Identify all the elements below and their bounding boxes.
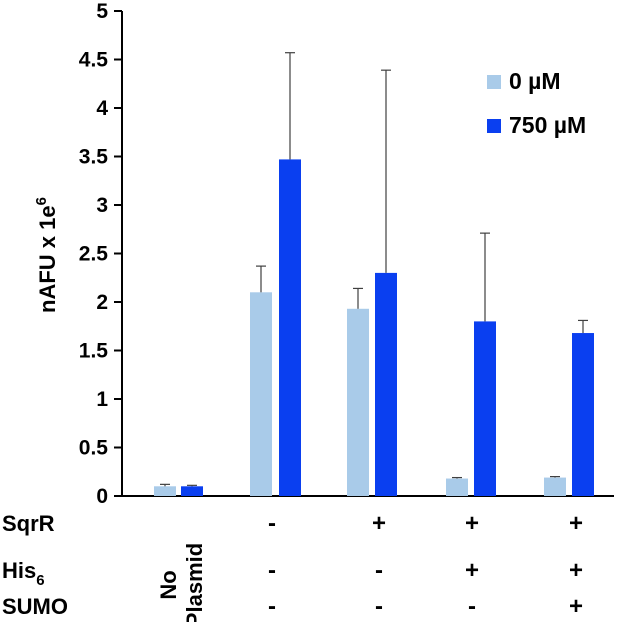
row-2-sign-3: - bbox=[375, 557, 383, 584]
row-1-sign-3: + bbox=[372, 510, 386, 537]
y-axis: 0 0.5 1 1.5 2 2.5 3 3.5 4 4.5 5 bbox=[79, 0, 614, 508]
y-axis-title-main: nAFU x 1e bbox=[35, 205, 60, 313]
condition-rows: SqrR - + + + His6 - - + + SUMO - - - + bbox=[2, 510, 583, 620]
row-1-sign-2: - bbox=[268, 510, 276, 537]
bar-750uM-group-3 bbox=[375, 272, 397, 496]
bar-0uM-group-3 bbox=[347, 308, 369, 496]
bar-0uM-group-4 bbox=[446, 478, 468, 496]
row-label-1: SqrR bbox=[2, 511, 55, 536]
bar-750uM-group-1 bbox=[181, 486, 203, 496]
row-3-sign-5: + bbox=[569, 593, 583, 620]
bar-0uM-group-1 bbox=[154, 486, 176, 496]
legend-swatch-2 bbox=[487, 119, 501, 133]
category-label-no-plasmid: No Plasmid bbox=[156, 543, 207, 622]
row-1-sign-5: + bbox=[569, 510, 583, 537]
y-tick-label: 4.5 bbox=[79, 49, 109, 72]
y-tick-label: 3 bbox=[96, 194, 108, 217]
error-bars bbox=[160, 52, 588, 487]
row-3-sign-4: - bbox=[468, 593, 476, 620]
row-3-sign-3: - bbox=[375, 593, 383, 620]
y-tick-label: 2 bbox=[96, 291, 108, 314]
category-label-line-2: Plasmid bbox=[182, 543, 207, 622]
legend-swatch-1 bbox=[487, 75, 501, 89]
category-label-line-1: No bbox=[156, 570, 181, 599]
y-tick-label: 0 bbox=[96, 485, 108, 508]
y-tick-label: 2.5 bbox=[79, 243, 109, 266]
bar-750uM-group-5 bbox=[572, 333, 594, 496]
bar-0uM-group-5 bbox=[544, 477, 566, 496]
row-1-sign-4: + bbox=[465, 510, 479, 537]
row-2-sign-5: + bbox=[569, 557, 583, 584]
row-2-sign-2: - bbox=[268, 557, 276, 584]
row-label-2: His6 bbox=[2, 558, 45, 589]
bar-0uM-group-2 bbox=[250, 292, 272, 496]
y-tick-label: 1 bbox=[96, 388, 108, 411]
y-tick-label: 4 bbox=[96, 97, 108, 120]
legend-label-2: 750 µM bbox=[509, 112, 586, 138]
legend: 0 µM 750 µM bbox=[487, 68, 586, 138]
y-tick-label: 3.5 bbox=[79, 146, 109, 169]
y-tick-label: 0.5 bbox=[79, 437, 109, 460]
y-axis-title: nAFU x 1e6 bbox=[33, 197, 60, 313]
bars bbox=[154, 159, 594, 496]
row-2-sign-4: + bbox=[465, 557, 479, 584]
row-label-3: SUMO bbox=[2, 594, 68, 619]
y-tick-label: 5 bbox=[96, 0, 108, 23]
bar-750uM-group-2 bbox=[279, 159, 301, 496]
row-3-sign-2: - bbox=[268, 593, 276, 620]
y-tick-label: 1.5 bbox=[79, 340, 109, 363]
y-axis-title-superscript: 6 bbox=[33, 197, 50, 205]
bar-750uM-group-4 bbox=[474, 321, 496, 496]
legend-label-1: 0 µM bbox=[509, 68, 561, 94]
